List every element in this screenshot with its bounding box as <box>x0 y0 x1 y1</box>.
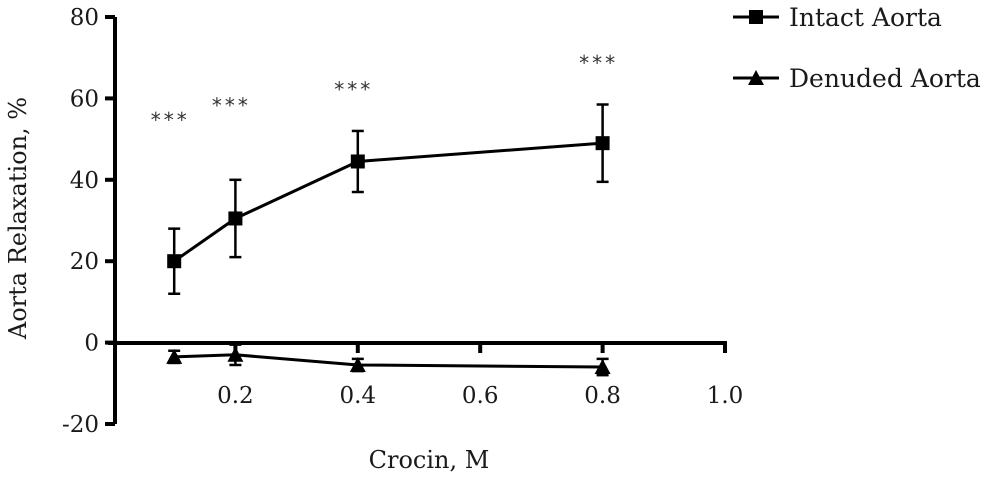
legend-label: Denuded Aorta <box>789 64 981 93</box>
y-tick-label: 0 <box>84 331 99 357</box>
data-point <box>227 346 244 362</box>
series-denuded-aorta <box>166 343 611 377</box>
significance-marker: *** <box>151 108 190 132</box>
x-tick-label: 0.8 <box>584 383 621 409</box>
data-point <box>166 348 183 364</box>
significance-marker: *** <box>334 77 373 101</box>
axes: -20 0 20 40 60 80 0.2 0.4 0.6 0.8 1.0 <box>62 5 743 438</box>
x-tick-label: 1.0 <box>707 383 744 409</box>
data-point <box>594 359 611 375</box>
legend: Intact Aorta Denuded Aorta <box>733 3 981 93</box>
legend-label: Intact Aorta <box>789 3 942 32</box>
x-tick-label: 0.4 <box>340 383 377 409</box>
data-point <box>350 154 365 169</box>
series-layer <box>166 103 611 377</box>
legend-item: Denuded Aorta <box>733 64 981 93</box>
x-axis-title: Crocin, M <box>369 446 490 474</box>
y-tick-label: 40 <box>70 168 99 194</box>
y-tick-label: -20 <box>62 412 99 438</box>
annotations: *** *** *** *** <box>151 51 618 132</box>
data-point <box>349 356 366 372</box>
y-axis-title: Aorta Relaxation, % <box>4 97 32 340</box>
series-line <box>174 353 603 369</box>
legend-marker <box>749 10 763 24</box>
series-intact-aorta <box>167 103 610 296</box>
legend-item: Intact Aorta <box>733 3 942 32</box>
data-point <box>595 136 610 151</box>
data-point <box>228 211 243 226</box>
data-point <box>167 254 182 269</box>
y-tick-label: 20 <box>70 249 99 275</box>
legend-marker <box>748 70 764 85</box>
x-tick-label: 0.6 <box>462 383 499 409</box>
y-tick-label: 60 <box>70 86 99 112</box>
x-tick-label: 0.2 <box>217 383 254 409</box>
y-tick-label: 80 <box>70 5 99 31</box>
series-line <box>173 141 603 263</box>
significance-marker: *** <box>579 51 618 75</box>
significance-marker: *** <box>212 94 251 118</box>
